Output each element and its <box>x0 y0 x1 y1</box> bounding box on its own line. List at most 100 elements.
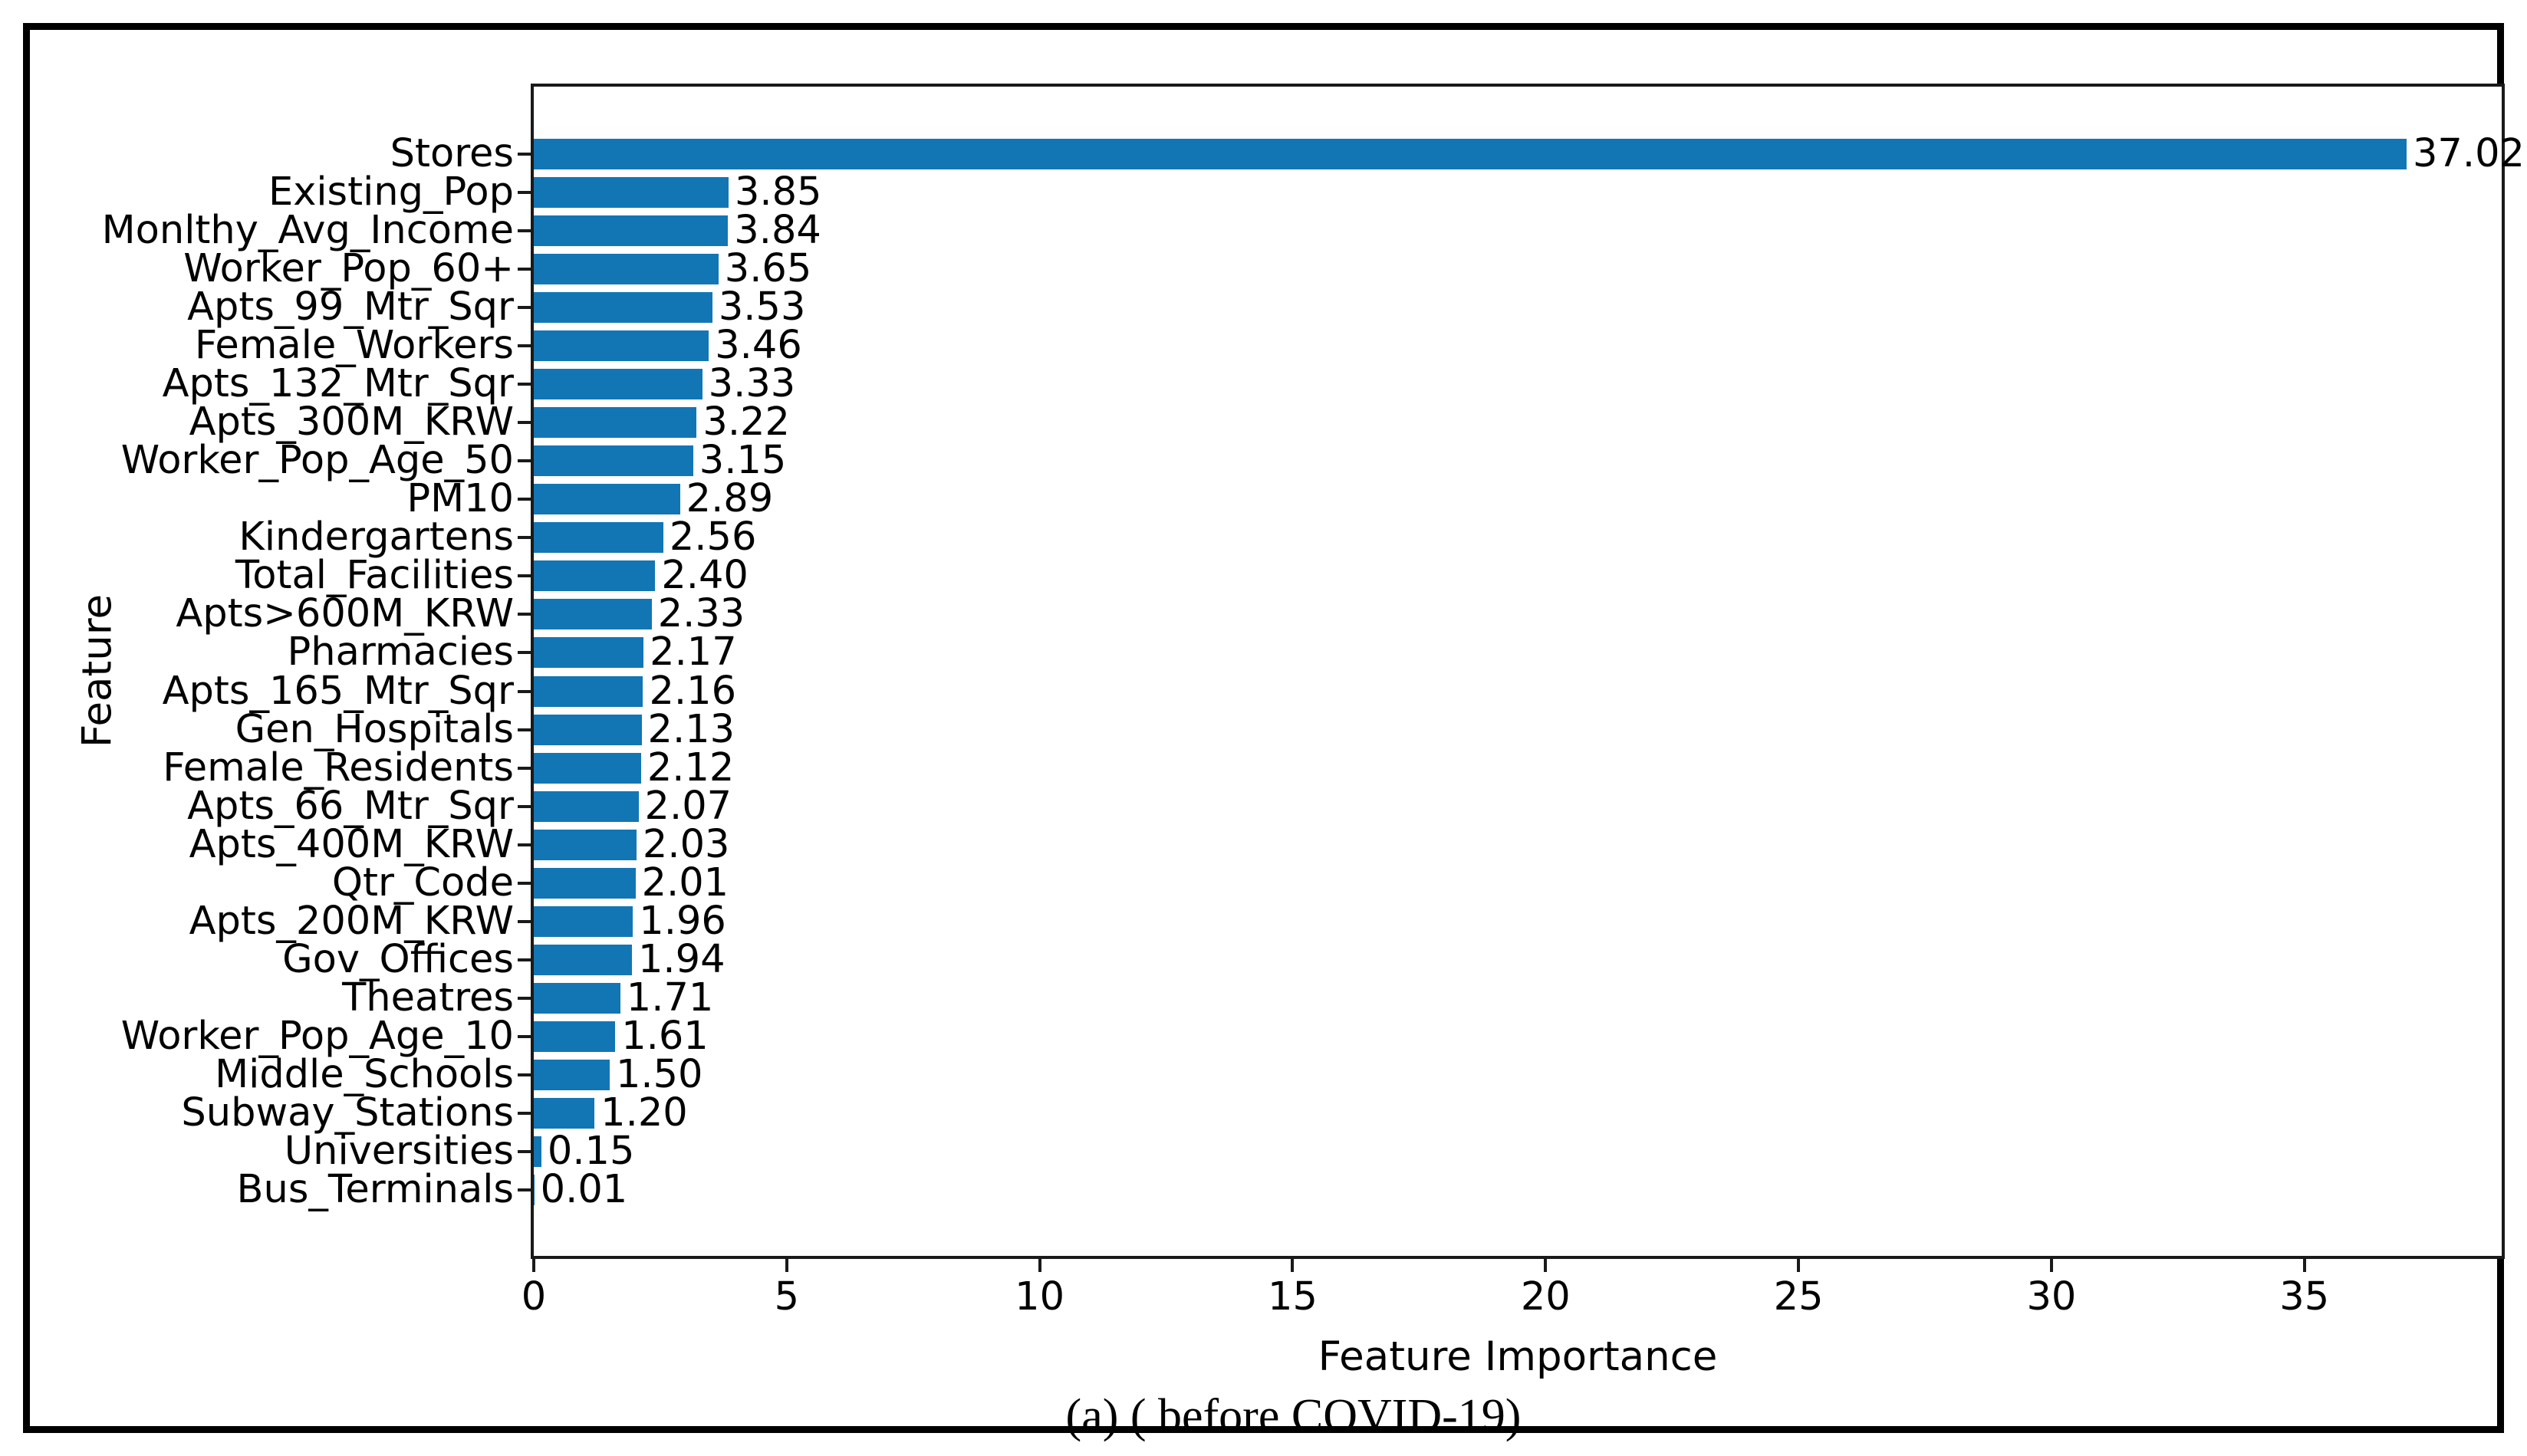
x-tick-label: 20 <box>1520 1274 1571 1320</box>
category-label: Total_Facilities <box>235 553 514 599</box>
y-tick-mark <box>518 229 531 233</box>
category-label: Monlthy_Avg_Income <box>101 208 514 254</box>
bar-value-label: 0.01 <box>540 1167 628 1212</box>
bar <box>534 905 633 937</box>
category-label: Gov_Offices <box>282 936 514 982</box>
category-label: Apts_66_Mtr_Sqr <box>187 783 514 829</box>
y-axis-title: Feature <box>74 593 121 748</box>
x-tick-label: 15 <box>1268 1274 1318 1320</box>
y-tick-mark <box>518 153 531 156</box>
bar-value-label: 3.15 <box>699 438 787 484</box>
bar <box>534 1097 595 1129</box>
y-tick-mark <box>518 728 531 731</box>
category-label: Worker_Pop_Age_50 <box>120 438 514 484</box>
bar <box>534 177 729 209</box>
y-tick-mark <box>518 268 531 271</box>
x-tick-label: 5 <box>774 1274 800 1320</box>
y-tick-mark <box>518 804 531 808</box>
category-label: Female_Workers <box>194 323 514 369</box>
y-tick-mark <box>518 766 531 770</box>
bar-value-label: 2.01 <box>641 859 729 905</box>
bar <box>534 599 652 630</box>
x-tick-mark <box>1544 1259 1548 1272</box>
category-label: Apts_132_Mtr_Sqr <box>162 361 514 407</box>
bar-value-label: 0.15 <box>547 1128 635 1174</box>
y-tick-mark <box>518 191 531 195</box>
y-tick-mark <box>518 919 531 923</box>
x-tick-label: 25 <box>1773 1274 1824 1320</box>
y-tick-mark <box>518 383 531 386</box>
bar <box>534 829 637 860</box>
bar-value-label: 1.20 <box>600 1090 688 1136</box>
bar-value-label: 3.46 <box>715 323 802 369</box>
y-tick-mark <box>518 459 531 463</box>
category-label: Worker_Pop_60+ <box>183 246 514 292</box>
bar-value-label: 1.94 <box>637 936 726 982</box>
y-tick-mark <box>518 651 531 655</box>
category-label: Apts_400M_KRW <box>189 821 514 867</box>
bar-value-label: 3.65 <box>724 246 812 292</box>
category-label: Universities <box>284 1128 514 1174</box>
bar-value-label: 3.33 <box>708 361 796 407</box>
bar <box>534 369 702 400</box>
x-axis-title: Feature Importance <box>1318 1333 1718 1380</box>
bar <box>534 522 663 554</box>
bar-value-label: 2.07 <box>644 783 732 829</box>
x-tick-label: 35 <box>2279 1274 2330 1320</box>
y-tick-mark <box>518 574 531 578</box>
category-label: Apts>600M_KRW <box>176 591 514 637</box>
y-tick-mark <box>518 1111 531 1115</box>
bar <box>534 637 644 669</box>
bar-value-label: 2.16 <box>649 668 737 714</box>
bar-value-label: 2.33 <box>657 591 745 637</box>
bar <box>534 944 632 975</box>
bar <box>534 982 620 1014</box>
category-label: Apts_165_Mtr_Sqr <box>162 668 514 714</box>
bar-value-label: 2.17 <box>650 629 737 675</box>
category-label: Qtr_Code <box>331 859 514 905</box>
category-label: Gen_Hospitals <box>235 706 514 752</box>
y-tick-mark <box>518 613 531 616</box>
bar <box>534 867 636 899</box>
bar <box>534 292 712 324</box>
y-tick-mark <box>518 1188 531 1191</box>
y-tick-mark <box>518 344 531 348</box>
bar <box>534 560 656 592</box>
bar-value-label: 2.03 <box>642 821 730 867</box>
bar-value-label: 1.71 <box>626 975 714 1021</box>
bar-value-label: 3.22 <box>702 399 790 445</box>
x-tick-label: 10 <box>1015 1274 1065 1320</box>
x-tick-mark <box>785 1259 788 1272</box>
bar-value-label: 1.61 <box>621 1013 709 1059</box>
bar <box>534 407 697 439</box>
bar <box>534 484 680 515</box>
bar <box>534 1021 616 1052</box>
x-tick-mark <box>1291 1259 1295 1272</box>
y-tick-mark <box>518 843 531 846</box>
category-label: Worker_Pop_Age_10 <box>120 1013 514 1059</box>
y-tick-mark <box>518 498 531 501</box>
category-label: Female_Residents <box>163 744 514 790</box>
y-tick-mark <box>518 536 531 540</box>
bar <box>534 445 693 477</box>
bar-value-label: 3.84 <box>734 208 821 254</box>
y-tick-mark <box>518 996 531 1000</box>
bar <box>534 1059 610 1090</box>
x-tick-mark <box>2049 1259 2053 1272</box>
category-label: Apts_300M_KRW <box>189 399 514 445</box>
y-tick-mark <box>518 1034 531 1038</box>
x-tick-label: 0 <box>521 1274 547 1320</box>
bar-value-label: 2.13 <box>647 706 735 752</box>
y-tick-mark <box>518 1149 531 1153</box>
bar-value-label: 2.56 <box>669 514 757 560</box>
category-label: Subway_Stations <box>181 1090 514 1136</box>
figure-border: Feature 37.02 Stores 3.85 Existing_Pop 3.84 M… <box>23 23 2525 1442</box>
category-label: Theatres <box>342 975 514 1021</box>
bar-value-label: 2.12 <box>647 744 735 790</box>
bar <box>534 790 639 822</box>
x-tick-mark <box>1797 1259 1801 1272</box>
x-tick-mark <box>532 1259 535 1272</box>
category-label: Existing_Pop <box>268 169 514 215</box>
bar-value-label: 2.40 <box>661 553 749 599</box>
bar <box>534 714 642 745</box>
